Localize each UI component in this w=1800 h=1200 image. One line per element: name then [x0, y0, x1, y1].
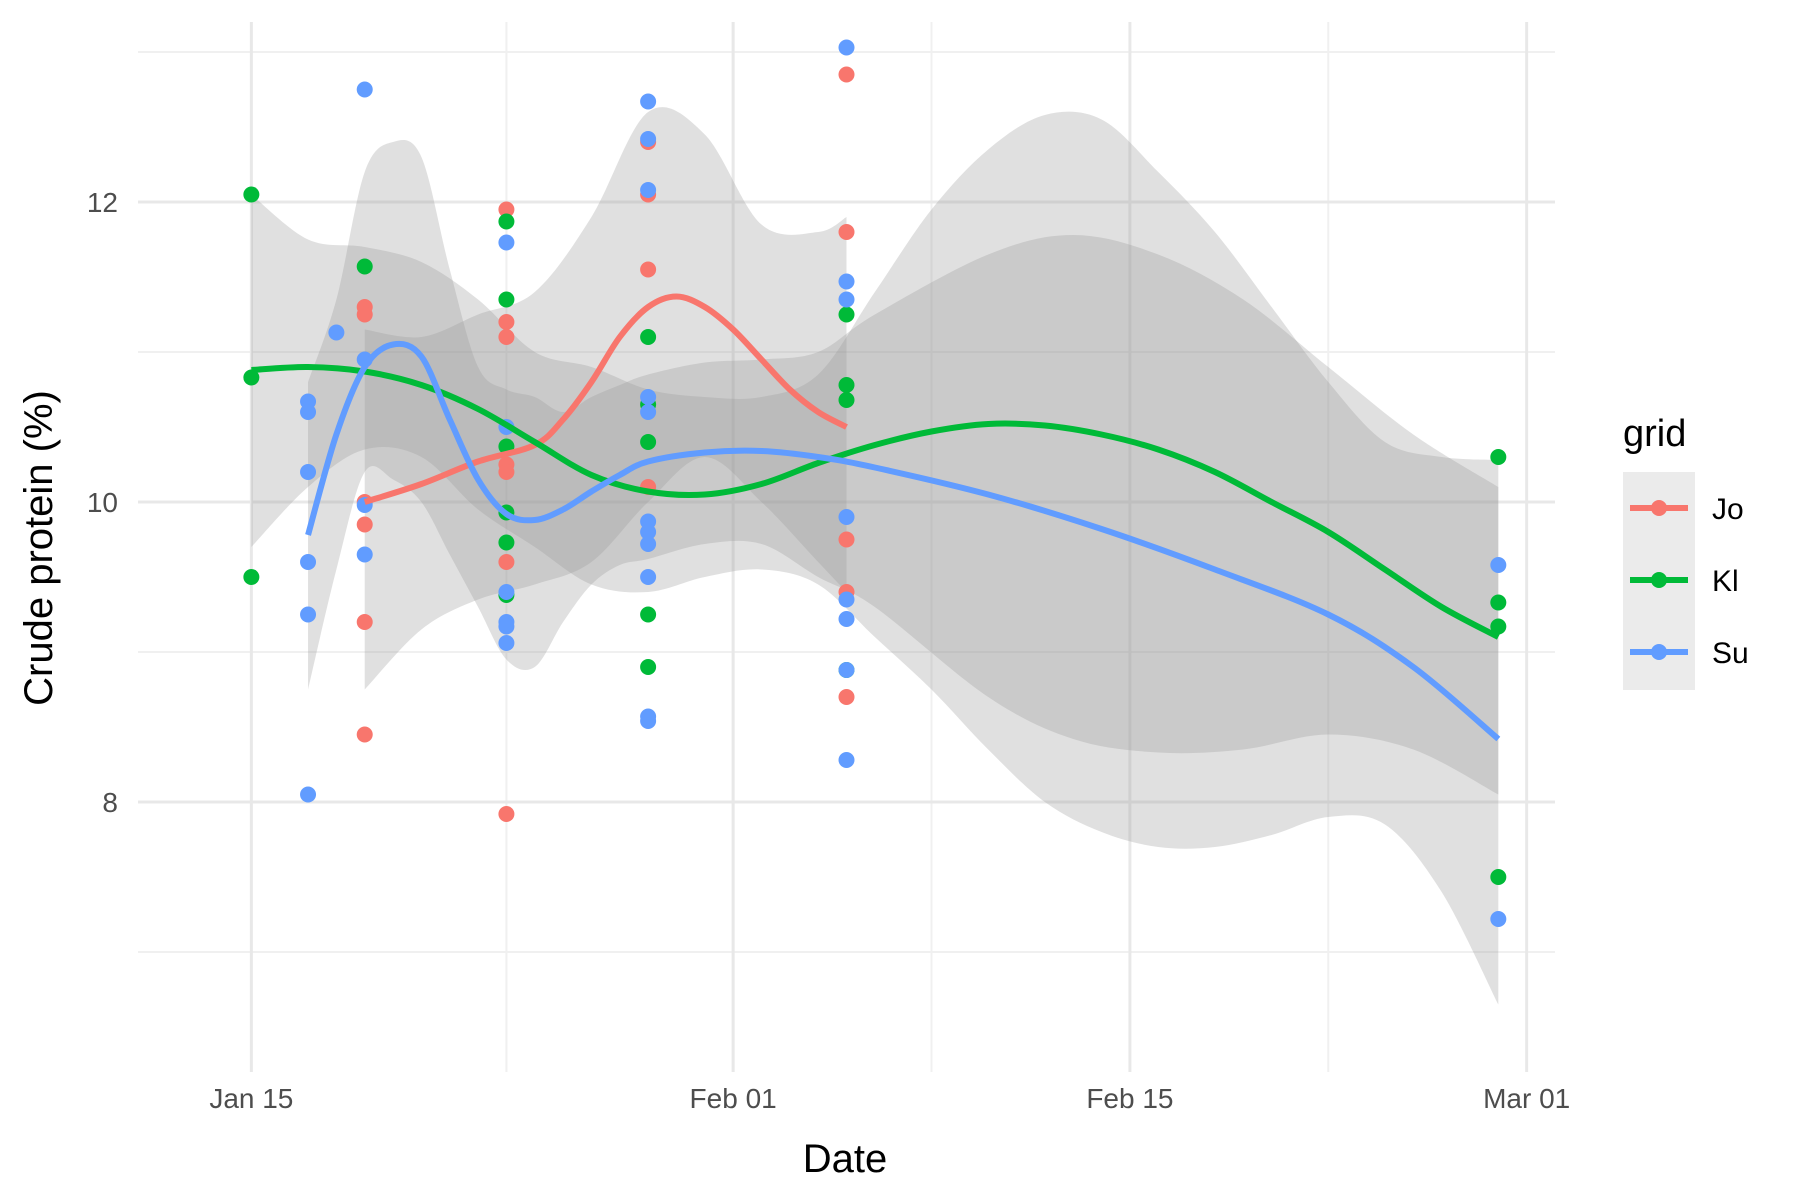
x-axis-title: Date: [803, 1137, 888, 1181]
data-point-kl: [243, 569, 260, 585]
data-point-su: [1490, 911, 1507, 927]
legend-key-point-jo: [1651, 500, 1667, 516]
data-point-su: [640, 404, 657, 420]
legend-label-jo: Jo: [1712, 493, 1744, 526]
data-point-su: [838, 273, 855, 290]
data-point-jo: [498, 329, 515, 345]
data-point-su: [498, 618, 515, 635]
legend-title: grid: [1623, 413, 1686, 455]
data-point-kl: [243, 186, 260, 203]
data-point-su: [838, 611, 855, 627]
data-point-su: [300, 404, 317, 420]
data-point-su: [328, 324, 345, 341]
data-point-kl: [1490, 869, 1507, 885]
confidence-band-jo: [364, 107, 847, 690]
data-point-kl: [243, 369, 260, 386]
x-tick-labels: Jan 15 Feb 01 Feb 15 Mar 01: [209, 1083, 1570, 1114]
x-tick-label: Jan 15: [209, 1083, 293, 1114]
data-point-su: [1490, 557, 1507, 573]
y-tick-label: 10: [87, 487, 118, 518]
legend-items: Jo Kl Su: [1630, 493, 1749, 670]
data-point-kl: [640, 606, 657, 623]
data-point-su: [640, 713, 657, 729]
data-point-su: [838, 39, 855, 56]
data-point-kl: [1490, 594, 1507, 611]
y-tick-labels: 8 10 12: [87, 187, 118, 818]
data-point-su: [300, 606, 317, 623]
data-point-kl: [838, 392, 855, 408]
legend-key-point-kl: [1651, 572, 1667, 588]
y-tick-label: 8: [102, 787, 118, 818]
data-point-su: [356, 546, 373, 563]
data-point-jo: [838, 224, 855, 240]
data-point-kl: [838, 306, 855, 323]
confidence-band-kl: [251, 111, 1499, 1005]
data-point-su: [300, 464, 317, 480]
data-point-kl: [838, 377, 855, 393]
data-point-su: [640, 524, 657, 540]
data-point-jo: [498, 554, 515, 570]
legend-label-kl: Kl: [1712, 565, 1739, 598]
smooth-line-kl: [251, 363, 1500, 640]
smooth-lines: [251, 293, 1501, 742]
data-point-kl: [498, 291, 515, 308]
data-point-kl: [1490, 449, 1507, 465]
data-point-kl: [1490, 618, 1507, 635]
data-point-jo: [838, 531, 855, 548]
data-point-su: [640, 536, 657, 552]
data-point-su: [498, 635, 515, 651]
data-point-jo: [356, 726, 373, 743]
confidence-band-su: [308, 140, 1499, 795]
data-point-kl: [356, 258, 373, 275]
data-point-jo: [838, 66, 855, 83]
smooth-line-jo: [363, 293, 848, 505]
data-point-jo: [498, 201, 515, 218]
legend-key-point-su: [1651, 644, 1667, 660]
data-point-jo: [356, 516, 373, 533]
data-point-su: [640, 569, 657, 585]
data-point-kl: [498, 534, 515, 551]
data-point-jo: [498, 806, 515, 822]
data-point-kl: [640, 659, 657, 675]
legend: grid Jo Kl Su: [1623, 413, 1749, 690]
data-point-su: [356, 81, 373, 98]
data-point-jo: [838, 689, 855, 705]
data-point-su: [498, 234, 515, 251]
data-point-jo: [640, 261, 657, 278]
y-tick-label: 12: [87, 187, 118, 218]
data-point-su: [640, 93, 657, 110]
data-point-kl: [640, 434, 657, 450]
data-point-su: [640, 389, 657, 405]
data-point-su: [838, 291, 855, 308]
data-point-su: [300, 554, 317, 570]
data-point-su: [838, 591, 855, 608]
data-point-su: [300, 786, 317, 803]
data-point-su: [498, 584, 515, 600]
data-point-su: [838, 509, 855, 525]
x-tick-label: Mar 01: [1483, 1083, 1570, 1114]
smooth-line-su: [305, 340, 1501, 742]
data-point-su: [838, 752, 855, 768]
data-point-kl: [498, 213, 515, 230]
data-points: [243, 39, 1507, 927]
legend-label-su: Su: [1712, 637, 1749, 670]
data-point-jo: [356, 614, 373, 630]
x-tick-label: Feb 15: [1086, 1083, 1173, 1114]
data-point-kl: [640, 329, 657, 345]
x-tick-label: Feb 01: [690, 1083, 777, 1114]
y-axis-title: Crude protein (%): [17, 390, 61, 706]
data-point-jo: [498, 314, 515, 330]
confidence-bands: [251, 107, 1499, 1005]
data-point-su: [838, 662, 855, 678]
data-point-jo: [356, 306, 373, 323]
data-point-jo: [498, 464, 515, 480]
data-point-su: [640, 131, 657, 147]
data-point-su: [640, 182, 657, 198]
